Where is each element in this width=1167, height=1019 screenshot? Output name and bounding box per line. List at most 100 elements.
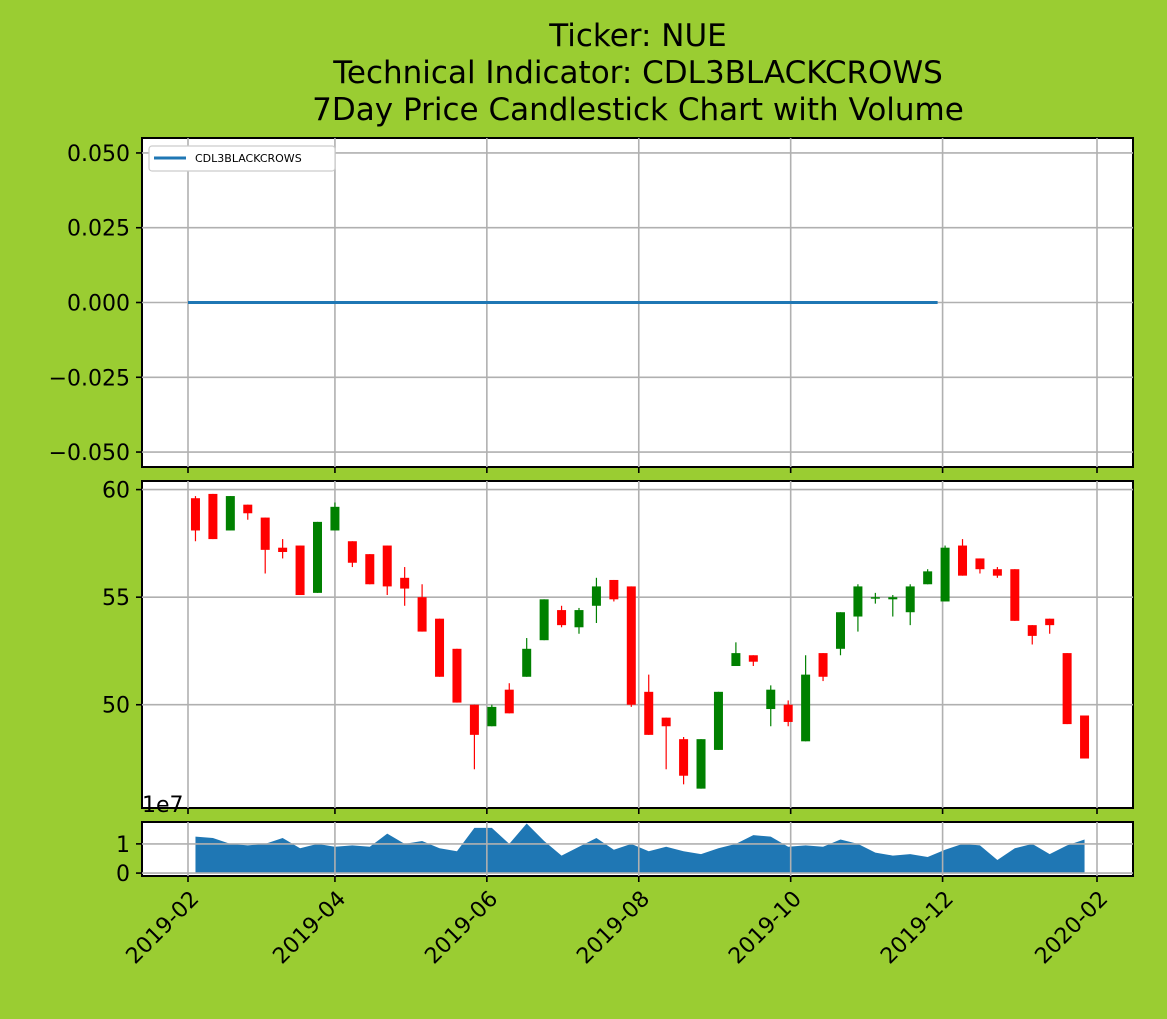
candle-2019-12-30 — [1010, 569, 1020, 621]
candle-2019-09-16 — [748, 655, 758, 667]
candle-2019-07-15 — [591, 577, 601, 623]
candle-2019-09-09 — [731, 642, 741, 667]
candle-body — [225, 496, 235, 531]
volume-grid — [142, 822, 1133, 876]
candle-2019-09-02 — [713, 691, 723, 750]
indicator-y-tick-label-4: −0.050 — [49, 441, 130, 466]
candle-body — [365, 554, 375, 585]
candle-body — [260, 517, 270, 550]
volume-area — [195, 823, 1085, 874]
candle-body — [888, 597, 898, 600]
x-tick-label-3: 2019-08 — [572, 887, 655, 970]
candle-2019-05-20 — [452, 648, 462, 703]
candle-2019-05-27 — [469, 704, 479, 770]
candle-body — [992, 569, 1002, 576]
candle-body — [1062, 653, 1072, 725]
indicator-y-tick-label-2: 0.000 — [67, 292, 130, 317]
candle-2019-08-12 — [661, 717, 671, 770]
candle-2019-08-19 — [679, 737, 689, 785]
indicator-y-axis: 0.050 0.025 0.000 −0.025 −0.050 — [49, 142, 142, 466]
candle-body — [644, 691, 654, 735]
candle-2019-02-11 — [208, 493, 218, 540]
candle-body — [452, 648, 462, 703]
candle-body — [1045, 618, 1055, 626]
candle-2019-10-07 — [801, 655, 811, 742]
chart-title-line-1: Ticker: NUE — [548, 18, 727, 54]
candle-2019-12-02 — [940, 545, 950, 602]
candle-body — [696, 739, 706, 789]
candle-2019-09-23 — [766, 685, 776, 727]
candle-2020-01-13 — [1045, 618, 1055, 634]
price-y-tick-label-1: 55 — [102, 586, 130, 611]
candle-2019-04-08 — [347, 541, 357, 568]
candle-2019-03-25 — [313, 521, 323, 593]
candle-body — [208, 493, 218, 540]
legend-box — [148, 145, 336, 172]
candle-body — [801, 674, 811, 742]
candle-2019-06-10 — [504, 683, 514, 714]
candle-body — [905, 586, 915, 613]
candle-body — [940, 547, 950, 602]
x-tick-label-6: 2020-02 — [1031, 887, 1114, 970]
candle-2019-03-11 — [278, 539, 288, 559]
candle-body — [766, 689, 776, 710]
candle-body — [504, 689, 514, 714]
volume-y-tick-label-0: 1 — [116, 833, 130, 858]
candle-body — [923, 571, 933, 585]
candle-2019-12-16 — [975, 558, 985, 574]
candle-2019-11-04 — [870, 592, 880, 604]
indicator-y-tick-label-3: −0.025 — [49, 366, 130, 391]
candle-2019-10-28 — [853, 584, 863, 632]
candle-2020-01-06 — [1027, 625, 1037, 645]
candle-2019-07-22 — [609, 579, 619, 602]
candle-body — [975, 558, 985, 570]
legend-label: CDL3BLACKCROWS — [195, 152, 302, 165]
candle-body — [731, 653, 741, 667]
candle-body — [190, 498, 200, 531]
candle-2019-06-03 — [487, 704, 497, 727]
candle-2019-03-04 — [260, 517, 270, 574]
candle-body — [557, 610, 567, 626]
volume-y-axis: 10 — [116, 833, 142, 887]
x-tick-label-5: 2019-12 — [876, 887, 959, 970]
candle-2019-10-14 — [818, 653, 828, 682]
candle-body — [853, 586, 863, 617]
candle-body — [958, 545, 968, 576]
indicator-legend: CDL3BLACKCROWS — [148, 145, 336, 172]
candle-body — [522, 648, 532, 677]
candle-body — [783, 704, 793, 722]
candle-2019-05-06 — [417, 584, 427, 632]
x-tick-label-1: 2019-04 — [269, 887, 352, 970]
indicator-y-tick-label-0: 0.050 — [67, 142, 130, 167]
candle-body — [278, 547, 288, 552]
price-y-tick-label-2: 50 — [102, 694, 130, 719]
price-y-axis: 60 55 50 — [102, 479, 142, 719]
candle-2019-06-24 — [539, 599, 549, 641]
candle-body — [295, 545, 305, 596]
candle-2019-11-25 — [923, 569, 933, 585]
candle-body — [661, 717, 671, 727]
indicator-panel: 0.050 0.025 0.000 −0.025 −0.050 CDL3BLACKCRO… — [49, 137, 1134, 468]
candle-2020-01-27 — [1080, 715, 1090, 759]
candle-2019-05-13 — [435, 618, 445, 677]
candle-body — [679, 739, 689, 776]
candle-body — [469, 704, 479, 735]
candle-2019-07-01 — [557, 605, 567, 628]
price-grid — [142, 481, 1133, 808]
candle-body — [713, 691, 723, 750]
candle-2019-02-18 — [225, 496, 235, 531]
candle-body — [748, 655, 758, 662]
price-candles — [190, 493, 1090, 789]
chart-title-line-2: Technical Indicator: CDL3BLACKCROWS — [332, 55, 943, 91]
candle-2019-03-18 — [295, 545, 305, 596]
price-panel-frame — [141, 480, 1134, 809]
candle-body — [591, 586, 601, 606]
indicator-y-tick-label-1: 0.025 — [67, 217, 130, 242]
price-panel: 60 55 50 — [102, 479, 1134, 809]
candle-body — [609, 579, 619, 600]
volume-y-tick-label-1: 0 — [116, 862, 130, 887]
candle-body — [382, 545, 392, 587]
candle-2019-09-30 — [783, 700, 793, 727]
x-tick-label-0: 2019-02 — [122, 887, 205, 970]
candle-body — [417, 597, 427, 632]
